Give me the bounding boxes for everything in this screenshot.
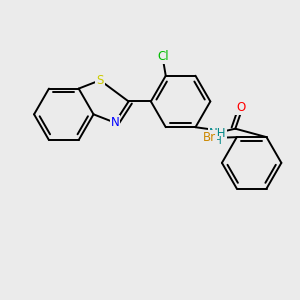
Text: NH: NH <box>209 127 226 140</box>
Text: Cl: Cl <box>158 50 169 64</box>
Text: O: O <box>236 101 245 114</box>
Text: Br: Br <box>203 131 216 144</box>
Text: S: S <box>96 74 104 87</box>
Text: H: H <box>214 136 221 146</box>
Text: N: N <box>111 116 119 129</box>
